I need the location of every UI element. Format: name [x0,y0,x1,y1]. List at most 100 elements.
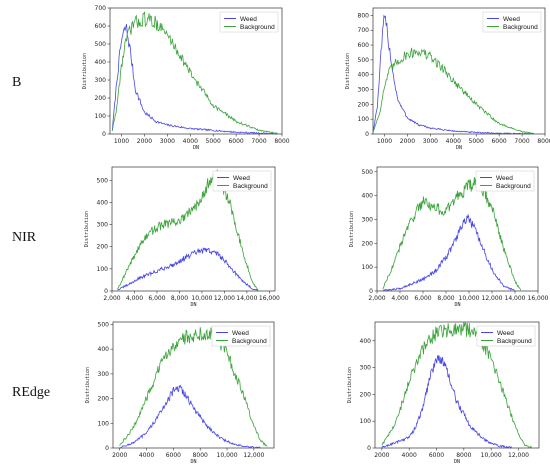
x-tick-label: 1000 [114,138,129,145]
x-tick-label: 2000 [400,138,415,145]
x-tick-label: 1000 [377,138,392,145]
row-label-redge: REdge [12,385,50,400]
legend-label: Weed [233,175,250,182]
x-tick-label: 4000 [183,138,198,145]
x-tick-label: 6000 [166,452,181,459]
series-line-weed [117,247,259,291]
y-axis-label: Distribution [349,211,355,247]
x-tick-label: 2,000 [103,295,120,302]
x-axis-label: DN [456,145,462,151]
x-tick-label: 12,000 [243,452,264,459]
y-tick-label: 100 [98,420,110,427]
y-axis-label: Distribution [347,367,353,403]
series-line-weed [381,354,513,449]
y-tick-label: 400 [95,59,107,66]
x-tick-label: 6000 [228,138,243,145]
row-label-nir: NIR [12,230,37,245]
series-line-background [111,11,278,134]
x-tick-label: 8,000 [171,295,188,302]
x-tick-label: 4,000 [126,295,143,302]
series-line-background [382,176,522,291]
x-tick-label: 6000 [491,138,506,145]
y-tick-label: 800 [358,12,370,19]
y-tick-label: 0 [365,131,369,138]
plot-frame [372,7,546,135]
y-tick-label: 400 [362,193,374,200]
y-tick-label: 100 [362,264,374,271]
x-tick-label: 4,000 [391,295,408,302]
plot-frame [376,166,539,292]
y-tick-label: 400 [358,72,370,79]
y-tick-label: 300 [95,77,107,84]
y-tick-label: 300 [358,87,370,94]
series-line-background [119,327,268,447]
x-tick-label: 3000 [160,138,175,145]
x-tick-label: 5000 [469,138,484,145]
legend-label: Background [240,24,275,31]
x-tick-label: 8,000 [437,295,454,302]
plot-frame [112,321,275,449]
x-tick-label: 2000 [374,452,389,459]
x-axis-label: DN [190,302,196,308]
y-tick-label: 200 [97,244,109,251]
y-tick-label: 0 [102,131,106,138]
legend-label: Weed [240,16,257,23]
y-axis-label: Distribution [82,53,88,89]
y-tick-label: 700 [358,27,370,34]
y-tick-label: 100 [358,116,370,123]
y-tick-label: 500 [97,177,109,184]
x-tick-label: 4000 [446,138,461,145]
x-tick-label: 10,000 [217,452,238,459]
x-tick-label: 8000 [456,452,471,459]
y-tick-label: 100 [97,266,109,273]
x-tick-label: 3000 [423,138,438,145]
y-axis-label: Distribution [84,211,90,247]
legend-label: Background [503,24,538,31]
y-tick-label: 600 [95,23,107,30]
series-line-weed [382,213,516,292]
chart-panel-1: 1000 2000 3000 4000 5000 6000 7000 8000 0 100 200 3… [82,5,290,151]
y-tick-label: 200 [362,240,374,247]
x-tick-label: 2000 [137,138,152,145]
series-line-weed [111,24,278,135]
y-tick-label: 300 [360,365,372,372]
y-tick-label: 0 [104,288,108,295]
x-tick-label: 12,000 [214,295,235,302]
series-line-background [381,321,533,449]
x-tick-label: 10,000 [459,295,480,302]
x-tick-label: 7000 [251,138,266,145]
y-tick-label: 500 [362,169,374,176]
y-tick-label: 100 [360,418,372,425]
y-tick-label: 500 [98,321,110,328]
x-axis-label: DN [454,459,460,465]
x-axis-label: DN [193,145,199,151]
y-tick-label: 100 [95,113,107,120]
series-line-background [117,169,259,291]
y-tick-label: 400 [360,338,372,345]
series-line-weed [372,14,534,135]
y-axis-label: Distribution [345,53,351,89]
y-tick-label: 500 [358,57,370,64]
y-tick-label: 400 [98,346,110,353]
x-tick-label: 8000 [193,452,208,459]
series-line-background [372,47,534,134]
legend-label: Background [497,338,532,345]
x-tick-label: 10,000 [191,295,212,302]
y-tick-label: 0 [105,445,109,452]
y-tick-label: 200 [358,101,370,108]
plot-frame [374,321,540,449]
x-axis-label: DN [190,459,196,465]
legend-label: Weed [496,175,513,182]
x-axis-label: DN [454,302,460,308]
y-tick-label: 200 [360,391,372,398]
y-tick-label: 300 [97,222,109,229]
x-tick-label: 10,000 [481,452,502,459]
series-line-weed [119,384,261,449]
x-tick-label: 5000 [206,138,221,145]
x-tick-label: 8000 [537,138,550,145]
x-tick-label: 12,000 [508,452,529,459]
x-tick-label: 2000 [112,452,127,459]
y-tick-label: 0 [369,288,373,295]
plot-frame [109,7,283,135]
